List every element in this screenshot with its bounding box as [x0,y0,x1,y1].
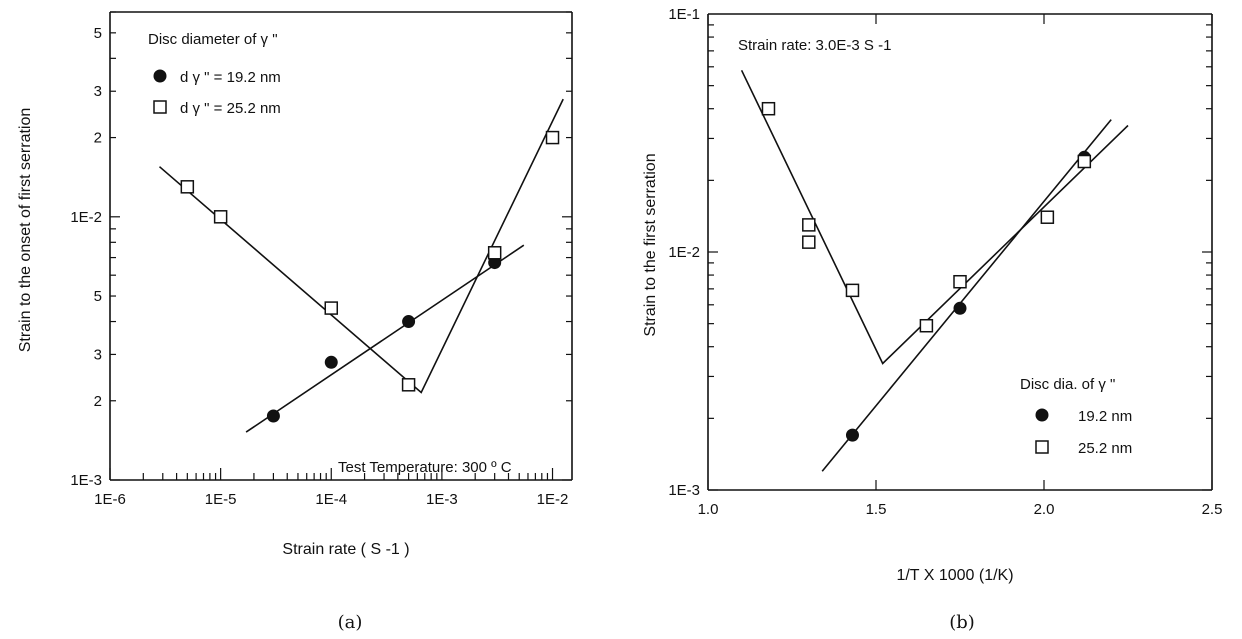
data-point-open-square [919,318,934,333]
y-tick-label: 1E-3 [668,482,700,499]
data-point-open-square [545,130,560,145]
data-point-open-square [487,246,502,260]
chart-panel-a: Strain to the onset of first serration S… [17,11,573,633]
fit-line [245,244,525,433]
x-tick-label: 1E-5 [205,491,237,508]
data-point-open-square [213,210,228,224]
legend-marker-open-square [1035,440,1049,454]
x-tick-label: 1E-4 [315,491,347,508]
y-tick-label: 1E-3 [70,472,102,489]
data-point-open-square [324,301,339,315]
y-axis-label: Strain to the first serration [642,153,659,336]
data-point-filled-circle [402,315,416,329]
fit-line [821,119,1112,472]
y-axis-label: Strain to the onset of first serration [17,108,34,353]
data-point-open-square [802,218,816,232]
legend-title: Disc diameter of γ " [148,31,278,48]
x-axis-label: Strain rate ( S -1 ) [282,541,409,558]
y-tick-label: 3 [94,83,102,100]
annotation: Test Temperature: 300 º C [338,459,512,476]
legend-marker-open-square [153,100,167,114]
y-tick-label: 3 [94,346,102,363]
data-point-filled-circle [845,428,859,442]
fit-line [158,98,564,394]
fit-line [740,69,1129,365]
legend-marker-filled-circle [1035,408,1049,422]
data-point-open-square [1040,210,1055,224]
data-point-open-square [180,180,195,194]
x-tick-label: 2.0 [1034,501,1055,518]
legend-entry: d γ " = 25.2 nm [180,100,281,117]
data-point-filled-circle [953,301,967,315]
panel-caption: (a) [338,612,363,633]
data-point-filled-circle [266,409,280,423]
legend-marker-filled-circle [153,69,167,83]
x-tick-label: 1E-2 [537,491,569,508]
x-tick-label: 1E-3 [426,491,458,508]
y-tick-label: 2 [94,393,102,410]
chart-panel-b: Strain to the first serration 1/T X 1000… [642,6,1222,633]
x-tick-label: 2.5 [1202,501,1223,518]
legend-title: Disc dia. of γ " [1020,376,1115,393]
legend-entry: d γ " = 19.2 nm [180,69,281,86]
y-tick-label: 5 [94,25,102,42]
data-point-open-square [401,378,416,392]
x-tick-label: 1.5 [866,501,887,518]
data-point-open-square [953,274,967,289]
y-tick-label: 5 [94,288,102,305]
x-axis-label: 1/T X 1000 (1/K) [896,567,1013,584]
x-tick-label: 1E-6 [94,491,126,508]
y-tick-label: 1E-2 [668,244,700,261]
data-point-open-square [802,235,816,249]
y-tick-label: 1E-1 [668,6,700,23]
x-tick-label: 1.0 [698,501,719,518]
panel-caption: (b) [949,612,975,633]
data-point-open-square [761,101,776,116]
legend-entry: 19.2 nm [1078,408,1132,425]
y-tick-label: 2 [94,130,102,147]
annotation: Strain rate: 3.0E-3 S -1 [738,37,891,54]
data-point-open-square [845,283,860,298]
y-tick-label: 1E-2 [70,209,102,226]
data-point-open-square [1077,154,1092,169]
legend-entry: 25.2 nm [1078,440,1132,457]
data-point-filled-circle [324,355,338,369]
